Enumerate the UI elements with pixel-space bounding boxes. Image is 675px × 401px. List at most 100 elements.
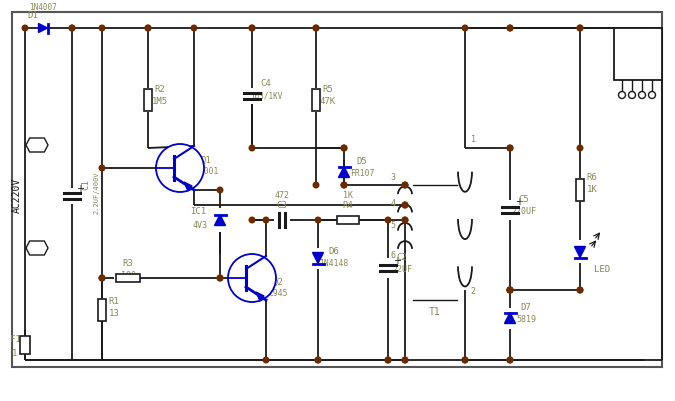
Circle shape	[402, 202, 408, 208]
Circle shape	[145, 25, 151, 31]
Circle shape	[577, 287, 583, 293]
Text: 6: 6	[391, 251, 396, 261]
Text: Q1: Q1	[200, 156, 211, 164]
Circle shape	[217, 187, 223, 193]
Text: +: +	[393, 256, 401, 266]
Text: 13001: 13001	[194, 168, 218, 176]
Text: R4: R4	[343, 201, 354, 211]
Circle shape	[341, 145, 347, 151]
Circle shape	[385, 357, 391, 363]
Text: 1M5: 1M5	[152, 97, 168, 107]
Polygon shape	[338, 166, 350, 178]
Circle shape	[313, 25, 319, 31]
Text: D7: D7	[520, 304, 531, 312]
Circle shape	[217, 275, 223, 281]
Circle shape	[263, 217, 269, 223]
Text: 4V3: 4V3	[192, 221, 207, 229]
Text: 472: 472	[275, 192, 290, 200]
Circle shape	[507, 287, 513, 293]
Polygon shape	[215, 215, 225, 225]
Circle shape	[145, 25, 151, 31]
Circle shape	[70, 25, 75, 31]
Circle shape	[402, 357, 408, 363]
Circle shape	[99, 25, 105, 31]
Circle shape	[507, 25, 513, 31]
Circle shape	[462, 25, 468, 31]
Text: Port: Port	[28, 140, 47, 150]
Text: 1K: 1K	[343, 192, 353, 200]
Circle shape	[462, 357, 468, 363]
Circle shape	[249, 145, 254, 151]
Circle shape	[577, 145, 583, 151]
Circle shape	[313, 182, 319, 188]
Circle shape	[507, 287, 513, 293]
Text: 1: 1	[470, 136, 475, 144]
Text: 5: 5	[391, 221, 396, 231]
Bar	[116, 274, 140, 282]
Polygon shape	[26, 138, 48, 152]
Circle shape	[507, 357, 513, 363]
Bar	[312, 89, 320, 111]
Circle shape	[341, 145, 347, 151]
Circle shape	[628, 91, 635, 99]
Circle shape	[507, 357, 513, 363]
Text: 103/1KV: 103/1KV	[250, 91, 282, 101]
Text: USB: USB	[629, 33, 647, 43]
Bar	[12, 12, 662, 367]
Polygon shape	[504, 312, 516, 324]
Text: 1: 1	[12, 348, 18, 358]
Circle shape	[507, 287, 513, 293]
Bar	[144, 89, 152, 111]
Circle shape	[649, 91, 655, 99]
Text: D5: D5	[356, 158, 367, 166]
Bar	[337, 216, 359, 224]
Circle shape	[507, 145, 513, 151]
Polygon shape	[313, 253, 323, 263]
Circle shape	[315, 217, 321, 223]
Circle shape	[99, 275, 105, 281]
Circle shape	[507, 25, 513, 31]
Circle shape	[402, 217, 408, 223]
Circle shape	[249, 25, 254, 31]
Text: F1: F1	[9, 336, 20, 344]
Polygon shape	[184, 182, 192, 191]
Text: R1: R1	[109, 298, 119, 306]
Text: 100: 100	[121, 271, 136, 279]
Text: D6: D6	[329, 247, 340, 257]
Circle shape	[402, 182, 408, 188]
Text: IC1: IC1	[190, 207, 206, 217]
Circle shape	[507, 287, 513, 293]
Circle shape	[156, 144, 204, 192]
Text: C4: C4	[261, 79, 271, 89]
Circle shape	[228, 254, 276, 302]
Text: AC220V: AC220V	[12, 177, 22, 213]
Bar	[576, 179, 584, 201]
Circle shape	[341, 182, 347, 188]
Circle shape	[99, 275, 105, 281]
Circle shape	[402, 357, 408, 363]
Text: R6: R6	[587, 174, 597, 182]
Circle shape	[507, 145, 513, 151]
Text: R3: R3	[123, 259, 134, 269]
Text: R5: R5	[323, 85, 333, 95]
Text: 5819: 5819	[516, 316, 536, 324]
Text: D1: D1	[28, 12, 38, 20]
Text: 4: 4	[391, 198, 396, 207]
Circle shape	[191, 25, 197, 31]
Text: T1: T1	[429, 307, 441, 317]
Text: 3: 3	[391, 172, 396, 182]
Circle shape	[385, 217, 391, 223]
Circle shape	[22, 25, 28, 31]
Circle shape	[577, 25, 583, 31]
Polygon shape	[256, 292, 264, 301]
Circle shape	[402, 182, 408, 188]
Circle shape	[263, 357, 269, 363]
Circle shape	[341, 182, 347, 188]
Circle shape	[577, 287, 583, 293]
Bar	[614, 28, 662, 80]
Circle shape	[639, 91, 645, 99]
Text: C5: C5	[518, 196, 529, 205]
Circle shape	[99, 165, 105, 171]
Text: FR107: FR107	[350, 168, 374, 178]
Circle shape	[402, 217, 408, 223]
